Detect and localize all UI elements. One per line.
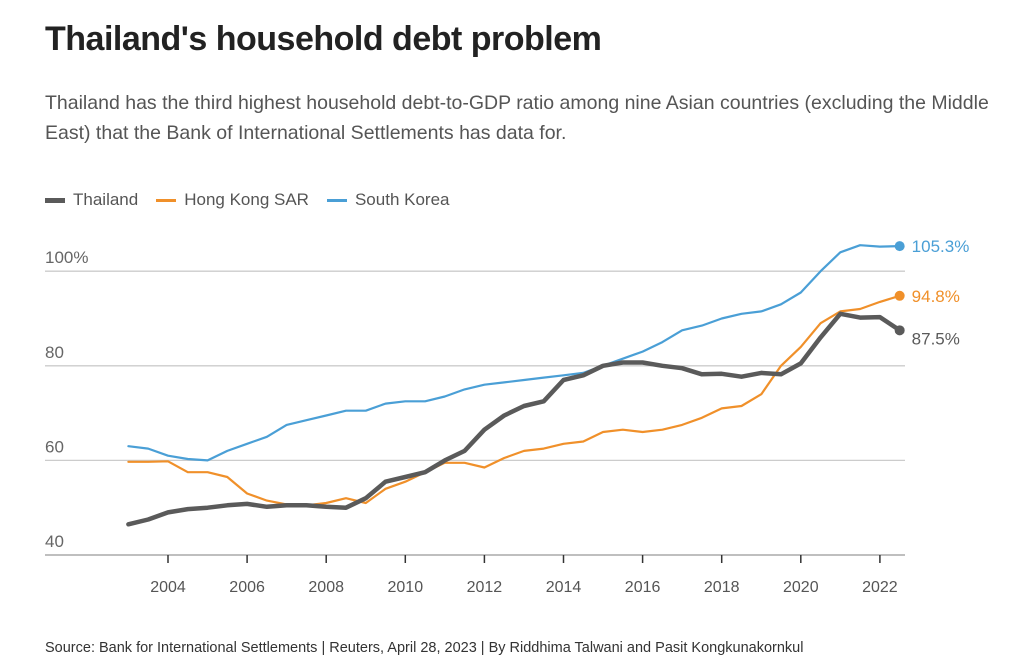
x-tick-label: 2020 [783, 579, 819, 596]
y-tick-label: 60 [45, 437, 64, 456]
legend-swatch [156, 198, 177, 202]
end-point-marker [894, 290, 905, 301]
legend-label: Hong Kong SAR [184, 190, 309, 209]
series-line-south-korea [127, 244, 901, 462]
x-tick-label: 2016 [625, 579, 661, 596]
end-point-marker [894, 325, 905, 336]
legend-swatch [326, 198, 347, 202]
end-value-label: 94.8% [912, 287, 960, 306]
x-tick-label: 2012 [467, 579, 503, 596]
y-tick-label: 40 [45, 532, 64, 551]
x-tick-label: 2018 [704, 579, 740, 596]
x-tick-label: 2006 [229, 579, 265, 596]
series-line-hong-kong-sar [127, 294, 901, 507]
legend-item-thailand: Thailand [45, 190, 138, 210]
x-tick-label: 2004 [150, 579, 186, 596]
x-tick-label: 2008 [308, 579, 344, 596]
legend-label: Thailand [73, 190, 139, 209]
y-tick-label: 100% [45, 248, 88, 267]
end-value-label: 87.5% [912, 329, 960, 348]
chart-subtitle: Thailand has the third highest household… [45, 92, 989, 144]
legend-swatch [45, 197, 65, 203]
x-tick-label: 2010 [388, 579, 424, 596]
y-tick-label: 80 [45, 343, 64, 362]
legend-label: South Korea [354, 190, 450, 209]
end-value-label: 105.3% [912, 237, 970, 256]
x-tick-label: 2022 [862, 579, 898, 596]
end-point-marker [894, 241, 905, 252]
legend-item-south-korea: South Korea [326, 190, 450, 210]
source-note: Source: Bank for International Settlemen… [45, 640, 804, 656]
x-tick-label: 2014 [546, 579, 582, 596]
series-line-thailand [126, 311, 902, 527]
legend: Thailand Hong Kong SAR South Korea [45, 190, 449, 210]
chart-title: Thailand's household debt problem [45, 20, 602, 58]
legend-item-hong-kong: Hong Kong SAR [156, 190, 309, 210]
